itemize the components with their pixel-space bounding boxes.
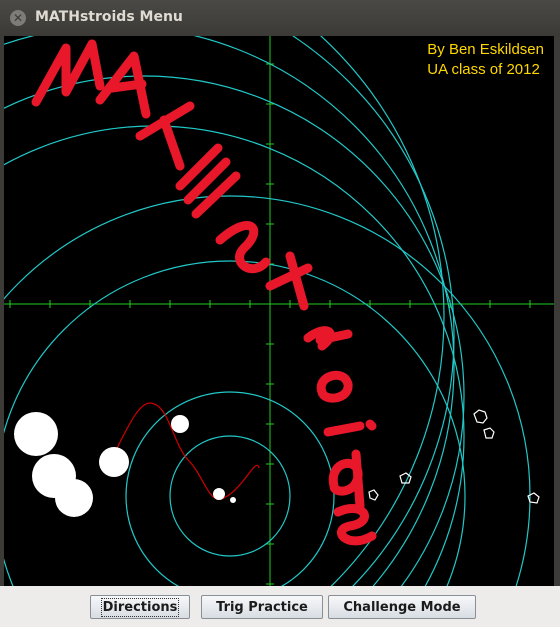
credit-class: UA class of 2012 bbox=[427, 60, 544, 80]
mathstroids-logo bbox=[36, 44, 372, 541]
asteroid bbox=[474, 410, 487, 423]
ship bbox=[230, 497, 236, 503]
directions-button[interactable]: Directions bbox=[90, 595, 190, 619]
game-scene bbox=[4, 36, 554, 586]
asteroid bbox=[14, 412, 58, 456]
window-title: MATHstroids Menu bbox=[35, 9, 183, 25]
asteroid bbox=[484, 428, 494, 438]
credit-text: By Ben Eskildsen UA class of 2012 bbox=[427, 40, 544, 80]
trig-practice-button[interactable]: Trig Practice bbox=[201, 595, 323, 619]
orbit-circle bbox=[170, 436, 290, 556]
orbit-circle bbox=[4, 126, 464, 586]
asteroid bbox=[55, 479, 93, 517]
close-icon[interactable]: ✕ bbox=[10, 10, 26, 26]
orbit-circle bbox=[4, 261, 465, 586]
asteroid bbox=[213, 488, 225, 500]
title-bar: ✕ MATHstroids Menu bbox=[0, 0, 560, 36]
asteroid bbox=[99, 447, 129, 477]
asteroid bbox=[171, 415, 189, 433]
challenge-mode-button[interactable]: Challenge Mode bbox=[328, 595, 476, 619]
button-bar: Directions Trig Practice Challenge Mode bbox=[0, 586, 560, 627]
asteroid bbox=[369, 490, 378, 500]
directions-label: Directions bbox=[103, 600, 178, 615]
window-edge bbox=[554, 36, 560, 586]
trig-practice-label: Trig Practice bbox=[216, 600, 308, 615]
orbit-circle bbox=[4, 196, 530, 586]
credit-author: By Ben Eskildsen bbox=[427, 40, 544, 60]
challenge-mode-label: Challenge Mode bbox=[343, 600, 460, 615]
asteroids bbox=[14, 412, 236, 517]
orbit-circle bbox=[126, 392, 334, 586]
game-canvas[interactable]: By Ben Eskildsen UA class of 2012 bbox=[4, 36, 554, 586]
